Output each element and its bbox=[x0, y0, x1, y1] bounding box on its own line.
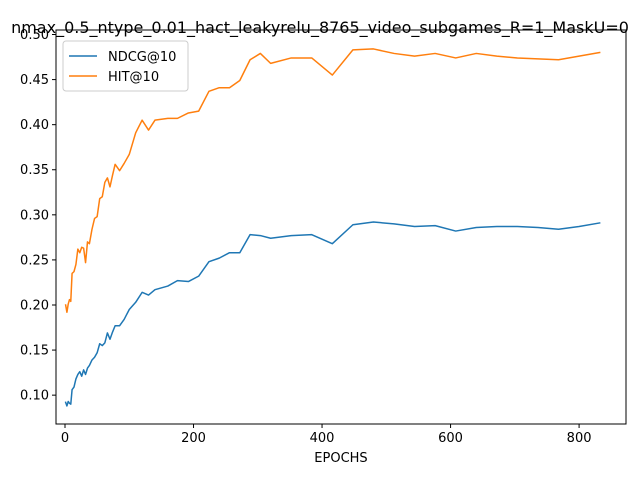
series-line-0 bbox=[64, 221, 601, 407]
x-tick-label: 0 bbox=[61, 431, 69, 446]
x-axis-ticks: 0 200 400 600 800 bbox=[61, 424, 592, 446]
y-tick-label: 0.35 bbox=[20, 163, 49, 178]
x-tick-label: 800 bbox=[567, 431, 592, 446]
y-tick-label: 0.25 bbox=[20, 253, 49, 268]
x-axis-label: EPOCHS bbox=[314, 451, 367, 466]
y-tick-label: 0.45 bbox=[20, 73, 49, 88]
chart-title: nmax_0.5_ntype_0.01_hact_leakyrelu_8765_… bbox=[11, 18, 629, 38]
legend: NDCG@10 HIT@10 bbox=[62, 40, 189, 92]
plot-frame bbox=[55, 29, 627, 425]
x-tick-label: 200 bbox=[181, 431, 206, 446]
series-line-1 bbox=[64, 48, 601, 313]
legend-frame bbox=[62, 40, 189, 92]
series-layer bbox=[64, 48, 601, 407]
y-tick-label: 0.15 bbox=[20, 344, 49, 359]
x-tick-label: 400 bbox=[310, 431, 335, 446]
x-tick-label: 600 bbox=[438, 431, 463, 446]
y-tick-label: 0.20 bbox=[20, 298, 49, 313]
y-axis-ticks: 0.10 0.15 0.20 0.25 0.30 0.35 0.40 0.45 0.50 bbox=[20, 28, 56, 404]
y-tick-label: 0.10 bbox=[20, 389, 49, 404]
y-tick-label: 0.40 bbox=[20, 118, 49, 133]
y-tick-label: 0.30 bbox=[20, 208, 49, 223]
y-tick-label: 0.50 bbox=[20, 28, 49, 43]
legend-label-ndcg: NDCG@10 bbox=[108, 50, 176, 65]
legend-label-hit: HIT@10 bbox=[108, 70, 159, 85]
